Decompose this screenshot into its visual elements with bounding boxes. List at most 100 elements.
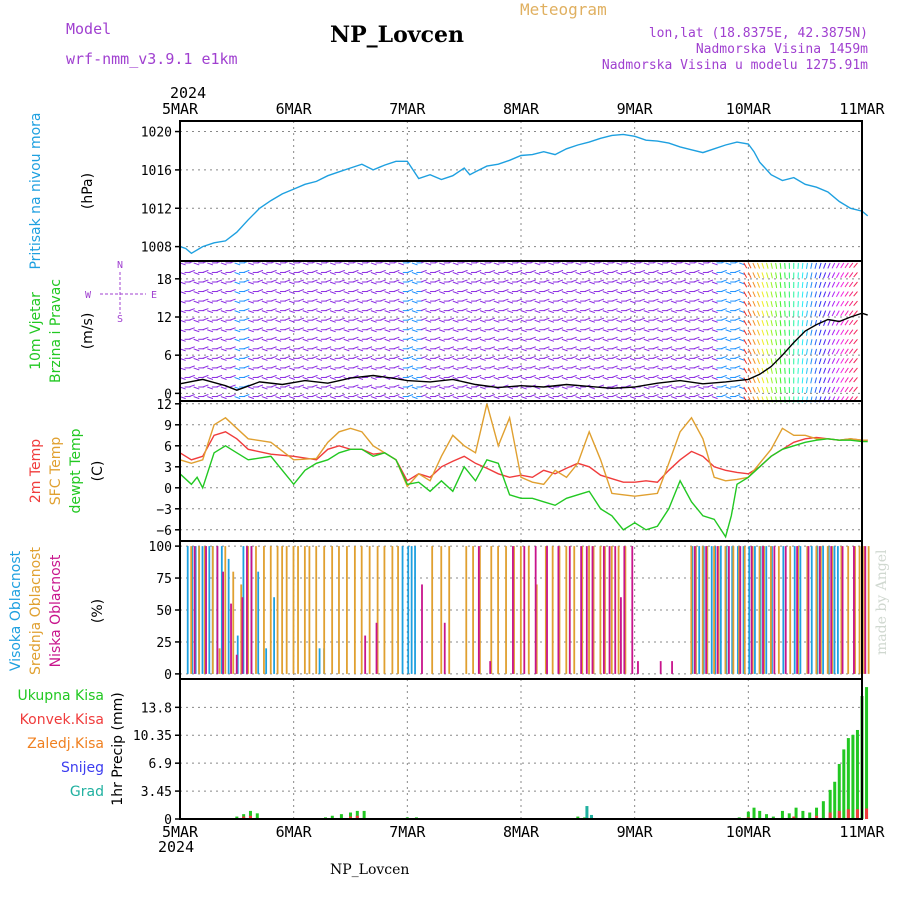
wind-barb — [411, 376, 418, 380]
wind-barb — [288, 319, 295, 323]
wind-barb — [561, 376, 568, 380]
wind-barb — [489, 308, 495, 312]
wind-barb — [507, 310, 514, 314]
wind-barb — [302, 310, 309, 314]
wind-barb — [720, 298, 727, 302]
wind-barb — [810, 310, 813, 317]
wind-barb — [284, 298, 291, 302]
wind-barb — [761, 367, 765, 374]
wind-barb — [193, 367, 200, 371]
ytick-label: −3 — [156, 503, 172, 518]
wind-barb — [720, 365, 727, 369]
wind-barb — [425, 376, 432, 380]
wind-barb — [534, 310, 541, 314]
wind-barb — [693, 336, 700, 340]
wind-barb — [775, 377, 778, 384]
wind-barb — [325, 336, 332, 340]
wind-barb — [598, 365, 605, 369]
wind-barb — [747, 339, 752, 345]
series-line-wind_speed — [179, 312, 868, 391]
wind-barb — [248, 376, 255, 380]
wind-barb — [502, 346, 509, 350]
wind-barb — [248, 319, 255, 323]
wind-barb — [557, 269, 564, 273]
wind-barb — [853, 310, 858, 316]
precip-bar-total_precip — [865, 687, 869, 819]
wind-barb — [844, 281, 849, 288]
wind-barb — [311, 394, 318, 398]
wind-barb — [734, 289, 741, 293]
wind-barb — [766, 320, 769, 327]
wind-barb — [325, 355, 332, 359]
wind-barb — [720, 346, 727, 350]
wind-barb — [761, 377, 765, 384]
wind-barb — [529, 327, 536, 331]
wind-barb — [766, 310, 769, 317]
cloud-bar-low_cloud — [762, 546, 764, 674]
wind-barb — [398, 396, 405, 400]
wind-barb — [743, 319, 748, 326]
cloud-bar-mid_cloud — [440, 546, 443, 674]
wind-barb — [543, 346, 550, 350]
wind-barb — [352, 394, 359, 398]
wind-barb — [657, 329, 664, 333]
wind-barb — [420, 394, 427, 398]
wind-barb — [734, 269, 741, 273]
cloud-bar-mid_cloud — [743, 546, 746, 674]
wind-barb — [529, 336, 536, 340]
xtick-label-top: 10MAR — [726, 100, 772, 118]
wind-barb — [448, 384, 455, 388]
precip-bar-convective_precip — [349, 816, 352, 819]
wind-barb — [407, 308, 414, 312]
wind-barb — [752, 339, 756, 345]
wind-barb — [770, 348, 773, 355]
cloud-bar-low_cloud — [796, 546, 798, 674]
wind-barb — [193, 319, 200, 323]
wind-barb — [366, 279, 373, 283]
wind-barb — [779, 281, 782, 289]
wind-barb — [420, 365, 427, 369]
wind-barb — [598, 336, 605, 340]
wind-barb — [831, 339, 836, 345]
cloud-bar-high_cloud — [318, 648, 321, 674]
wind-barb — [548, 329, 555, 333]
cloud-bar-mid_cloud — [544, 546, 547, 674]
wind-barb — [425, 357, 432, 361]
wind-barb — [234, 367, 241, 371]
wind-barb — [548, 281, 555, 285]
wind-barb — [775, 310, 778, 317]
wind-barb — [752, 310, 756, 317]
wind-barb — [379, 384, 386, 388]
wind-barb — [466, 338, 473, 342]
wind-barb — [534, 300, 541, 304]
wind-barb — [452, 262, 459, 266]
wind-barb — [698, 310, 705, 314]
wind-barb — [848, 358, 854, 364]
wind-barb — [338, 298, 345, 302]
wind-barb — [818, 386, 822, 393]
wind-barb — [275, 386, 282, 390]
precip-legend-item: Konvek.Kisa — [20, 712, 104, 728]
wind-barb — [575, 329, 582, 333]
wind-barb — [284, 365, 291, 369]
wind-barb — [639, 374, 646, 378]
cloud-bar-mid_cloud — [513, 546, 515, 674]
wind-barb — [248, 348, 255, 352]
wind-barb — [639, 346, 646, 350]
wind-barb — [823, 348, 827, 355]
wind-barb — [810, 358, 813, 365]
wind-barb — [438, 271, 445, 275]
cloud-bar-low_cloud — [222, 571, 224, 674]
precip-bar-total_precip — [255, 813, 259, 819]
cloud-bar-low_cloud — [534, 546, 537, 674]
wind-barb — [589, 348, 596, 352]
wind-barb — [770, 358, 773, 365]
wind-barb — [502, 269, 509, 273]
wind-barb — [840, 300, 845, 307]
wind-barb — [534, 329, 541, 333]
wind-barb — [393, 374, 400, 378]
wind-barb — [734, 394, 741, 398]
wind-barb — [625, 384, 632, 388]
wind-barb — [370, 319, 377, 323]
wind-barb — [452, 281, 459, 285]
